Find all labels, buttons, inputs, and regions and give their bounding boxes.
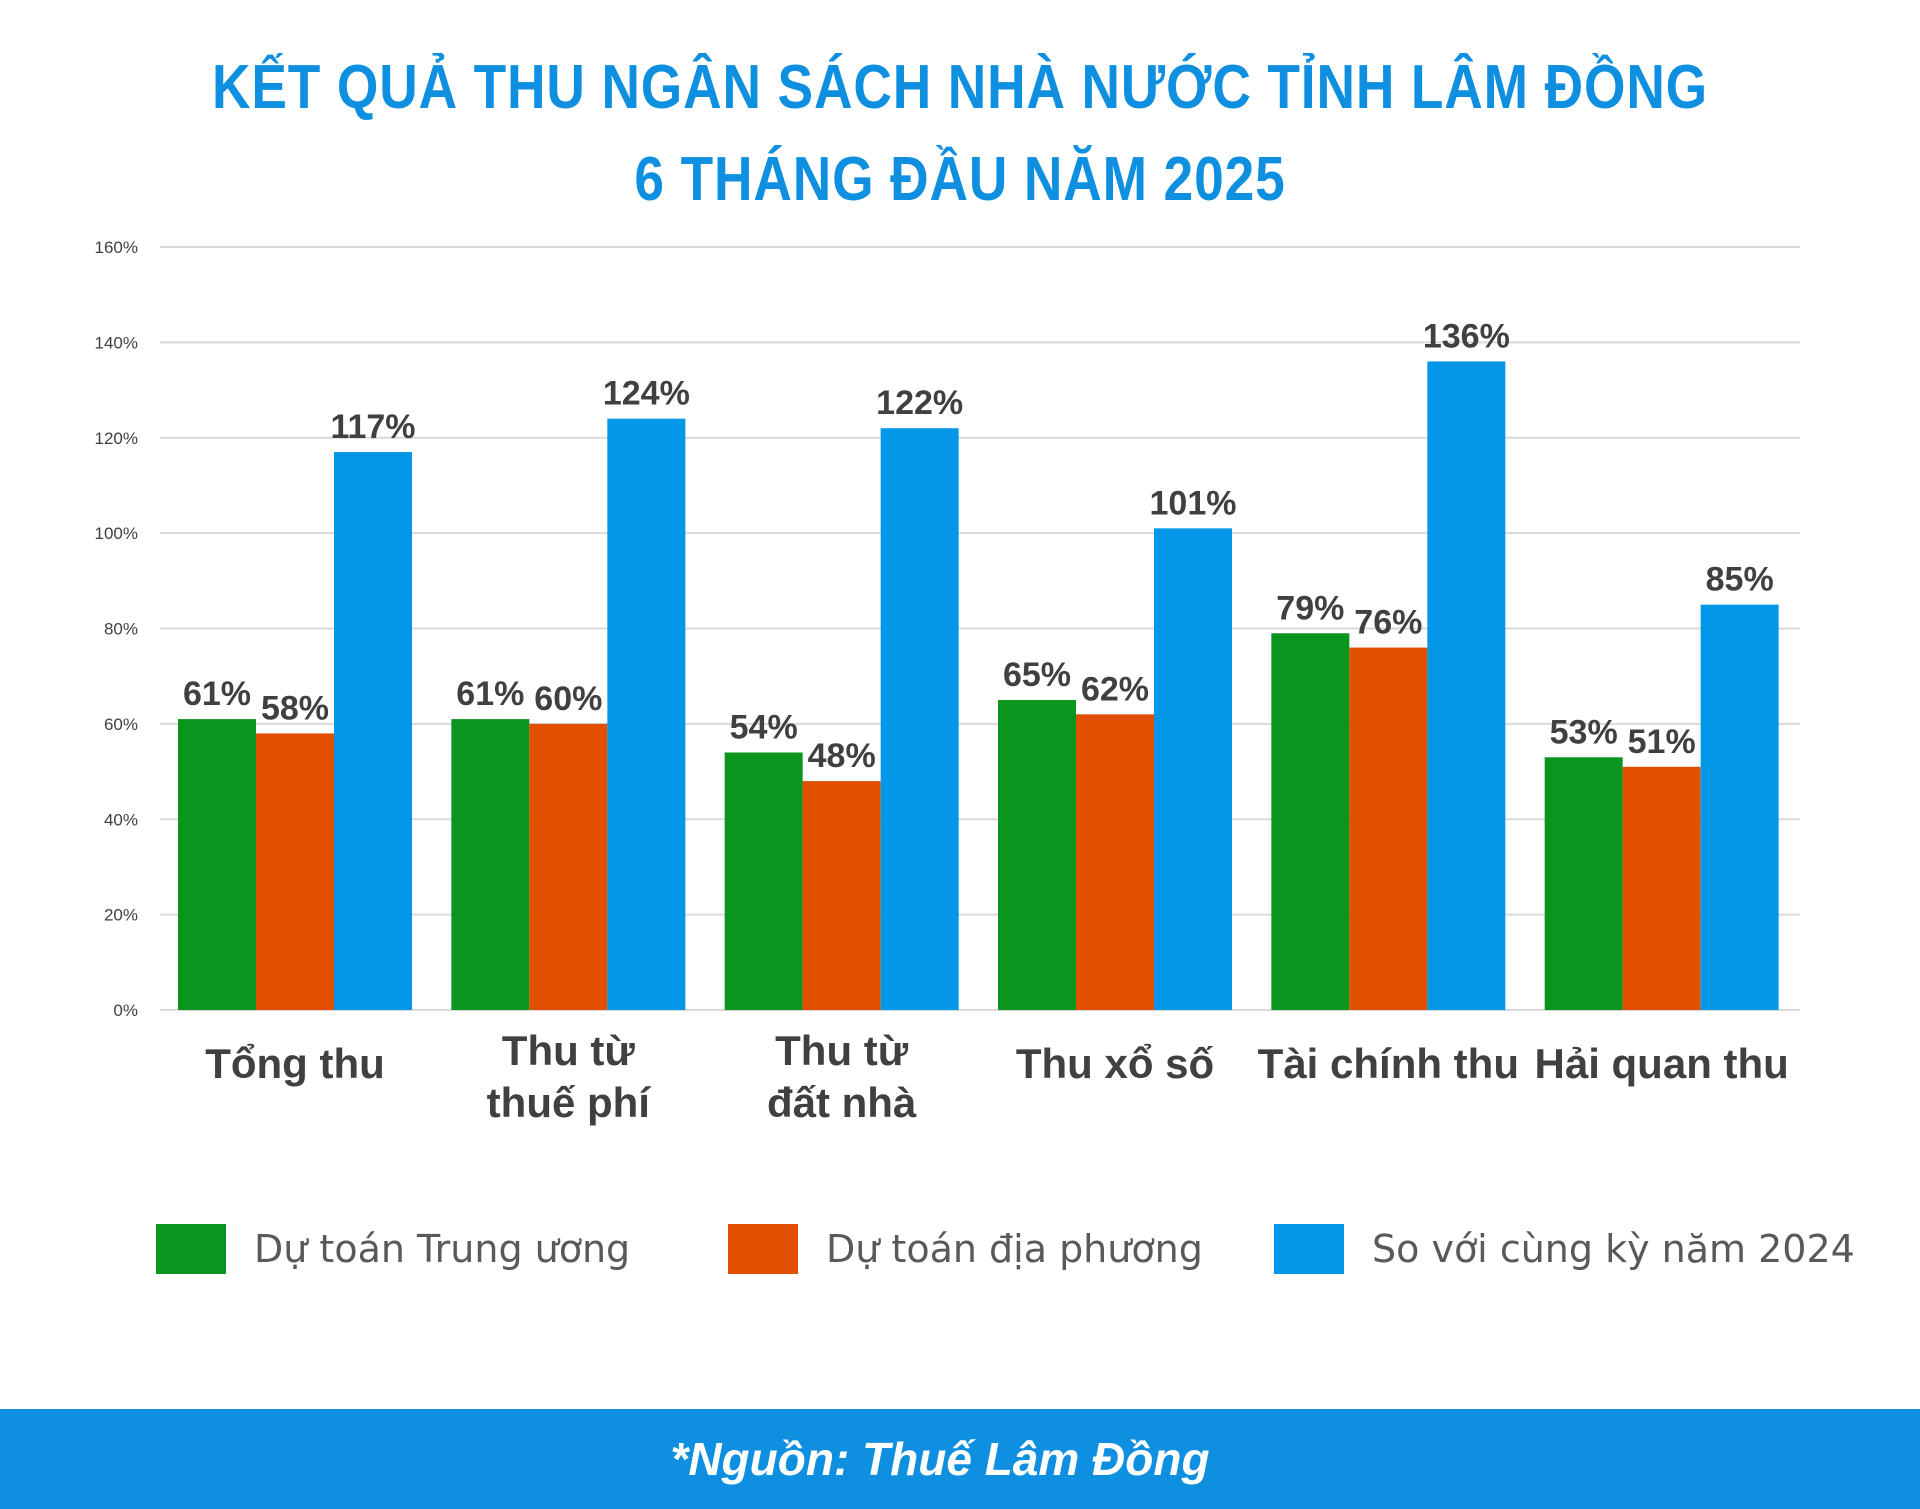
bar bbox=[1076, 714, 1154, 1010]
data-label: 122% bbox=[876, 384, 963, 422]
data-label: 65% bbox=[1003, 656, 1071, 694]
data-label: 54% bbox=[730, 708, 798, 746]
y-tick-label: 60% bbox=[104, 715, 138, 734]
data-label: 79% bbox=[1276, 589, 1344, 627]
bar bbox=[1622, 766, 1701, 1010]
y-tick-label: 160% bbox=[95, 238, 138, 257]
source-text: *Nguồn: Thuế Lâm Đồng bbox=[670, 1433, 1210, 1485]
legend-item-same-period-2024: So với cùng kỳ năm 2024 bbox=[1274, 1224, 1855, 1274]
data-label: 61% bbox=[183, 675, 251, 713]
data-label: 61% bbox=[456, 675, 524, 713]
data-label: 58% bbox=[261, 689, 329, 727]
y-tick-label: 140% bbox=[95, 333, 138, 352]
bar bbox=[1700, 604, 1779, 1010]
legend-item-local-budget: Dự toán địa phương bbox=[728, 1224, 1203, 1274]
bar-chart: 0% 20% 40% 60% 80% 100% 120% 140% 160% 61% 58% 117%… bbox=[95, 238, 1800, 1126]
y-tick-label: 40% bbox=[104, 810, 138, 829]
x-tick-label: Tổng thu bbox=[205, 1040, 385, 1087]
bar bbox=[998, 700, 1076, 1010]
x-tick-label: Thu từ bbox=[775, 1027, 909, 1074]
x-tick-label: thuế phí bbox=[487, 1079, 652, 1126]
legend-swatch bbox=[1274, 1224, 1344, 1274]
bar bbox=[1544, 757, 1623, 1010]
y-tick-label: 80% bbox=[104, 620, 138, 639]
y-tick-label: 100% bbox=[95, 524, 138, 543]
source-footer: *Nguồn: Thuế Lâm Đồng bbox=[0, 1409, 1920, 1509]
bar bbox=[1349, 647, 1428, 1010]
x-tick-label: Hải quan thu bbox=[1535, 1040, 1789, 1087]
data-label: 51% bbox=[1628, 723, 1696, 761]
bar bbox=[529, 723, 608, 1010]
bar bbox=[451, 719, 530, 1010]
bar bbox=[1271, 633, 1350, 1010]
data-label: 60% bbox=[534, 680, 602, 718]
y-tick-label: 20% bbox=[104, 906, 138, 925]
bar bbox=[256, 733, 334, 1010]
data-label: 62% bbox=[1081, 670, 1149, 708]
legend-label: Dự toán Trung ương bbox=[254, 1227, 631, 1271]
legend-label: So với cùng kỳ năm 2024 bbox=[1372, 1227, 1855, 1271]
data-label: 53% bbox=[1550, 713, 1618, 751]
legend-label: Dự toán địa phương bbox=[826, 1227, 1203, 1271]
data-label: 76% bbox=[1354, 604, 1422, 642]
bar bbox=[178, 719, 256, 1010]
bar bbox=[1154, 528, 1232, 1010]
data-label: 85% bbox=[1706, 561, 1774, 599]
data-label: 117% bbox=[330, 408, 415, 446]
data-label: 48% bbox=[808, 737, 876, 775]
bar bbox=[880, 428, 959, 1010]
data-label: 136% bbox=[1423, 317, 1510, 355]
chart-title-line1: KẾT QUẢ THU NGÂN SÁCH NHÀ NƯỚC TỈNH LÂM … bbox=[211, 53, 1709, 122]
x-tick-label: Thu xổ số bbox=[1016, 1040, 1214, 1087]
bar bbox=[607, 418, 686, 1010]
bar bbox=[334, 452, 412, 1010]
y-tick-label: 120% bbox=[95, 429, 138, 448]
bar bbox=[1427, 361, 1506, 1010]
data-label: 101% bbox=[1150, 484, 1237, 522]
data-label: 124% bbox=[603, 375, 690, 413]
x-tick-label: Tài chính thu bbox=[1258, 1040, 1519, 1087]
legend-swatch bbox=[728, 1224, 798, 1274]
bar bbox=[802, 781, 881, 1010]
chart-title-line2: 6 THÁNG ĐẦU NĂM 2025 bbox=[634, 145, 1286, 214]
x-tick-label: Thu từ bbox=[502, 1027, 636, 1074]
y-tick-label: 0% bbox=[113, 1001, 138, 1020]
bar bbox=[724, 752, 803, 1010]
legend-item-central-budget: Dự toán Trung ương bbox=[156, 1224, 630, 1274]
legend-swatch bbox=[156, 1224, 226, 1274]
x-tick-label: đất nhà bbox=[767, 1079, 917, 1126]
